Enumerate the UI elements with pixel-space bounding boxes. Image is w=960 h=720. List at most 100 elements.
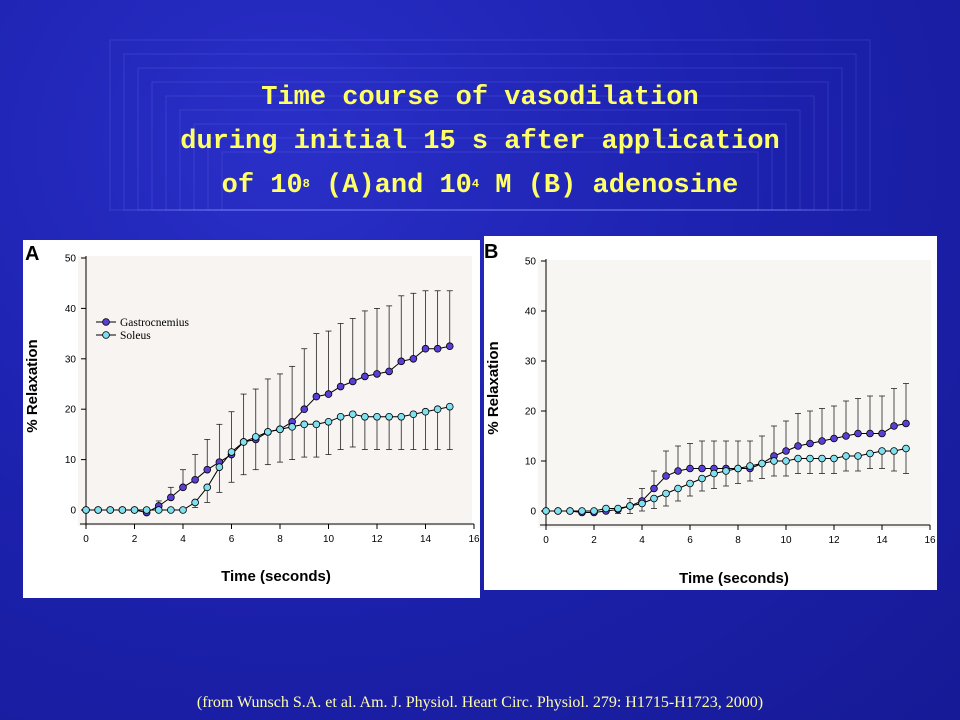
title-line-2: during initial 15 s after application xyxy=(180,127,780,157)
chart-a-x-tick-label: 14 xyxy=(420,534,432,545)
chart-a-legend-marker xyxy=(102,318,110,326)
chart-b-gastrocnemius-point xyxy=(806,439,814,448)
chart-a-gastrocnemius-point xyxy=(421,344,430,353)
chart-b-panel-label: B xyxy=(484,241,498,263)
chart-b-soleus-point xyxy=(878,447,886,455)
chart-b-soleus-point xyxy=(542,507,550,515)
chart-a-gastrocnemius-point xyxy=(397,357,406,366)
chart-a-x-tick-label: 10 xyxy=(323,534,335,545)
chart-b-y-tick-label: 20 xyxy=(525,407,537,418)
chart-b-x-tick-label: 12 xyxy=(828,535,840,546)
chart-a-legend-label: Gastrocnemius xyxy=(120,317,190,329)
chart-a-gastrocnemius-point xyxy=(167,493,175,502)
chart-a-soleus-point xyxy=(276,425,284,434)
chart-b-soleus-point xyxy=(758,459,766,468)
chart-b-soleus-point xyxy=(794,454,802,463)
chart-a-legend-marker xyxy=(102,331,110,339)
chart-b-gastrocnemius-point xyxy=(698,464,706,473)
chart-b-soleus-point xyxy=(854,452,862,460)
chart-panel-a: 0 10 20 30 40 50 0 2 4 6 8 10 12 14 16 Time (seconds) % … xyxy=(23,240,480,598)
chart-a-y-tick-label: 10 xyxy=(65,455,77,466)
chart-b-x-tick-label: 10 xyxy=(780,535,792,546)
chart-b-y-tick-label: 0 xyxy=(530,507,536,518)
chart-b-y-axis-label: % Relaxation xyxy=(485,341,502,434)
chart-b-gastrocnemius-point xyxy=(686,464,694,473)
chart-a-y-tick-label: 20 xyxy=(65,405,77,416)
chart-a-x-tick-label: 6 xyxy=(229,534,235,545)
chart-b-x-axis-label: Time (seconds) xyxy=(679,570,789,587)
chart-a-soleus-point xyxy=(336,412,345,421)
chart-a-x-tick-label: 2 xyxy=(132,534,138,545)
chart-a-plot-area xyxy=(78,256,472,526)
chart-b-svg: 0 10 20 30 40 50 0 2 4 6 8 10 12 14 16 Time (seconds) % … xyxy=(484,241,936,587)
chart-a-soleus-point xyxy=(191,498,199,507)
chart-a-gastrocnemius-point xyxy=(324,390,333,398)
slide-title: Time course of vasodilation during initi… xyxy=(60,76,900,208)
chart-b-soleus-point xyxy=(602,504,610,513)
chart-a-gastrocnemius-point xyxy=(373,370,381,378)
chart-a-soleus-point xyxy=(421,407,430,416)
chart-a-gastrocnemius-point xyxy=(179,483,187,492)
chart-a-gastrocnemius-point xyxy=(433,344,442,353)
chart-a-y-tick-label: 40 xyxy=(65,304,77,315)
chart-a-soleus-point xyxy=(300,420,309,429)
chart-b-soleus-point xyxy=(590,507,598,515)
chart-b-x-tick-label: 8 xyxy=(735,535,741,546)
chart-b-x-tick-label: 2 xyxy=(591,535,597,546)
chart-b-soleus-point xyxy=(734,464,742,473)
chart-b-soleus-point xyxy=(806,454,814,463)
chart-a-soleus-point xyxy=(106,506,115,514)
chart-a-svg: 0 10 20 30 40 50 0 2 4 6 8 10 12 14 16 Time (seconds) % … xyxy=(24,243,480,585)
chart-b-y-tick-label: 40 xyxy=(525,307,537,318)
chart-a-soleus-point xyxy=(348,410,357,419)
chart-b-y-tick-label: 10 xyxy=(525,457,537,468)
chart-a-soleus-point xyxy=(82,506,90,514)
chart-a-soleus-point xyxy=(203,483,212,492)
chart-a-soleus-point xyxy=(227,448,236,456)
chart-b-soleus-point xyxy=(650,494,658,503)
chart-b-soleus-point xyxy=(698,474,706,483)
chart-a-gastrocnemius-point xyxy=(361,372,369,381)
chart-b-gastrocnemius-point xyxy=(890,422,898,430)
chart-a-soleus-point xyxy=(251,433,260,441)
chart-b-gastrocnemius-point xyxy=(842,432,850,440)
chart-b-gastrocnemius-point xyxy=(818,437,826,445)
chart-b-soleus-point xyxy=(746,462,754,470)
chart-b-soleus-point xyxy=(638,499,646,508)
chart-a-x-tick-label: 16 xyxy=(468,534,480,545)
chart-b-soleus-point xyxy=(674,484,682,493)
chart-b-x-tick-label: 0 xyxy=(543,535,549,546)
chart-b-soleus-point xyxy=(614,504,622,513)
chart-a-soleus-point xyxy=(397,412,406,421)
chart-a-soleus-point xyxy=(324,418,333,426)
chart-b-y-tick-label: 30 xyxy=(525,357,537,368)
chart-a-gastrocnemius-point xyxy=(312,392,321,401)
chart-b-x-tick-label: 16 xyxy=(924,535,936,546)
chart-b-soleus-point xyxy=(578,507,586,515)
chart-b-soleus-point xyxy=(842,452,850,460)
title-line-3-b: (A)and 10 xyxy=(309,171,472,201)
chart-b-gastrocnemius-point xyxy=(902,419,910,428)
chart-b-soleus-point xyxy=(722,467,730,475)
chart-b-gastrocnemius-point xyxy=(878,429,886,438)
chart-a-gastrocnemius-point xyxy=(191,475,199,484)
chart-b-gastrocnemius-point xyxy=(674,467,682,475)
chart-a-soleus-point xyxy=(288,423,296,431)
title-exponent-b: 4 xyxy=(471,177,480,191)
chart-b-soleus-point xyxy=(662,489,670,498)
chart-b-gastrocnemius-point xyxy=(866,429,874,438)
chart-a-y-tick-label: 50 xyxy=(65,254,77,265)
chart-a-gastrocnemius-point xyxy=(300,405,309,414)
chart-a-soleus-point xyxy=(409,410,418,419)
title-line-3: of 108 (A)and 104 M (B) adenosine xyxy=(60,164,900,208)
chart-a-gastrocnemius-point xyxy=(385,367,393,376)
chart-b-gastrocnemius-point xyxy=(650,484,658,493)
chart-a-soleus-point xyxy=(361,412,369,421)
chart-b-gastrocnemius-point xyxy=(794,442,802,450)
chart-a-soleus-point xyxy=(239,438,248,446)
chart-b-soleus-point xyxy=(554,507,562,515)
chart-a-x-axis-label: Time (seconds) xyxy=(221,568,331,585)
chart-b-gastrocnemius-point xyxy=(782,447,790,455)
chart-a-soleus-point xyxy=(179,506,187,514)
chart-a-gastrocnemius-point xyxy=(445,342,454,350)
